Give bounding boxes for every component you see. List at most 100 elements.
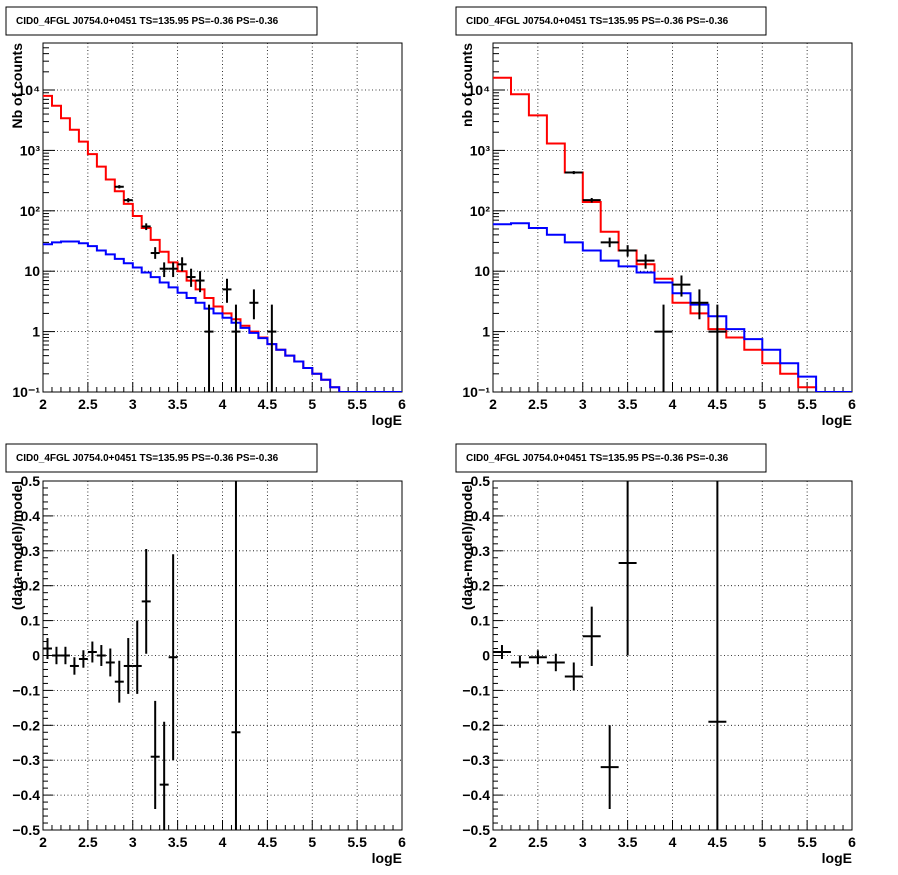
x-tick-label: 4.5	[258, 396, 278, 412]
y-tick-label: 10²	[20, 203, 41, 219]
data-point	[186, 268, 196, 287]
title-box	[5, 6, 318, 36]
x-tick-label: 3	[579, 396, 587, 412]
data-point	[546, 653, 565, 672]
x-tick-label: 5	[758, 396, 766, 412]
x-axis-label: logE	[822, 850, 852, 866]
x-tick-label: 6	[848, 834, 856, 850]
plot-area	[493, 76, 852, 392]
chart-title: CID0_4FGL J0754.0+0451 TS=135.95 PS=-0.3…	[16, 453, 279, 464]
data-point	[708, 304, 727, 392]
data-point	[168, 262, 178, 278]
data-point	[78, 650, 88, 668]
data-point	[105, 648, 115, 677]
title-box	[455, 6, 767, 36]
y-axis-label: (data-model)/model	[9, 481, 25, 610]
y-tick-label: −0.5	[462, 822, 490, 838]
x-tick-label: 2.5	[78, 834, 98, 850]
x-axis-label: logE	[822, 412, 852, 428]
x-tick-label: 2.5	[78, 396, 98, 412]
y-axis: 10⁻¹ 1 10 10² 10³ 10⁴	[12, 42, 55, 400]
y-tick-label: 0.2	[21, 578, 41, 594]
y-tick-label: 0.5	[21, 473, 41, 489]
x-axis-label: logE	[372, 850, 402, 866]
data-point	[690, 289, 709, 320]
y-tick-label: −0.2	[462, 717, 490, 733]
data-point	[564, 662, 583, 691]
data-point	[528, 650, 547, 665]
y-tick-label: 1	[482, 324, 490, 340]
data-point	[69, 657, 79, 675]
x-tick-label: 4	[219, 396, 227, 412]
data-point	[231, 481, 241, 830]
data-point	[636, 254, 655, 269]
data-point	[168, 554, 178, 761]
x-tick-label: 6	[398, 834, 406, 850]
x-tick-label: 4	[669, 396, 677, 412]
data-point	[150, 700, 160, 810]
data-point	[618, 481, 637, 656]
x-tick-label: 5.5	[797, 834, 817, 850]
data-point	[582, 606, 601, 666]
data-point	[114, 185, 124, 189]
y-axis-label: Nb of counts	[9, 43, 25, 129]
y-tick-label: −0.4	[12, 787, 40, 803]
y-axis-label: (data-model)/model	[459, 481, 475, 610]
y-tick-label: 10³	[20, 142, 41, 158]
y-tick-label: −0.5	[12, 822, 40, 838]
chart-title: CID0_4FGL J0754.0+0451 TS=135.95 PS=-0.3…	[16, 16, 279, 27]
x-tick-label: 2	[39, 396, 47, 412]
data-point	[204, 304, 214, 392]
data-point	[132, 620, 142, 694]
y-tick-label: 0	[32, 648, 40, 664]
data-point	[43, 638, 52, 659]
data-point	[177, 257, 187, 272]
data-point	[123, 198, 133, 203]
x-tick-label: 4.5	[258, 834, 278, 850]
x-tick-label: 5.5	[347, 396, 367, 412]
plot-area	[493, 481, 727, 830]
x-tick-label: 4.5	[708, 834, 728, 850]
x-tick-label: 5	[308, 396, 316, 412]
x-tick-label: 3	[129, 834, 137, 850]
grid	[43, 481, 402, 830]
data-point	[493, 645, 511, 659]
data-point	[231, 304, 241, 392]
data-point	[249, 289, 259, 320]
x-tick-label: 2.5	[528, 834, 548, 850]
chart-title: CID0_4FGL J0754.0+0451 TS=135.95 PS=-0.3…	[466, 16, 729, 27]
plot-frame	[42, 42, 403, 393]
data-point	[672, 275, 691, 297]
data-point	[60, 646, 70, 665]
x-tick-label: 3	[129, 396, 137, 412]
data-point	[195, 271, 205, 293]
y-tick-label: 10	[24, 263, 40, 279]
y-tick-label: −0.3	[12, 752, 40, 768]
data-point	[141, 223, 151, 231]
data-point	[267, 304, 277, 392]
x-tick-label: 2	[489, 834, 497, 850]
x-tick-label: 5.5	[797, 396, 817, 412]
data-point	[87, 641, 97, 663]
plot-area	[43, 481, 241, 830]
grid	[493, 481, 852, 830]
y-tick-label: 1	[32, 324, 40, 340]
y-tick-label: −0.1	[462, 682, 490, 698]
y-tick-label: 0.4	[21, 508, 41, 524]
data-point	[618, 245, 637, 257]
data-point	[159, 721, 169, 830]
title-box	[5, 443, 318, 473]
y-tick-label: 0.4	[471, 508, 491, 524]
y-tick-label: 0.1	[21, 613, 41, 629]
x-tick-label: 2	[39, 834, 47, 850]
y-tick-label: 0	[482, 648, 490, 664]
y-axis: −0.5 −0.4 −0.3 −0.2 −0.1 0 0.1 0.2 0.3 0.4 0.5	[462, 473, 503, 838]
x-tick-label: 4	[669, 834, 677, 850]
x-tick-label: 5	[758, 834, 766, 850]
x-tick-label: 3.5	[618, 396, 638, 412]
chart-panel-4: CID0_4FGL J0754.0+0451 TS=135.95 PS=-0.3…	[455, 443, 856, 866]
data-point	[510, 655, 529, 668]
y-tick-label: 10³	[470, 142, 491, 158]
x-axis: 2 2.5 3 3.5 4 4.5 5 5.5 6	[489, 382, 856, 412]
x-tick-label: 3.5	[168, 834, 188, 850]
